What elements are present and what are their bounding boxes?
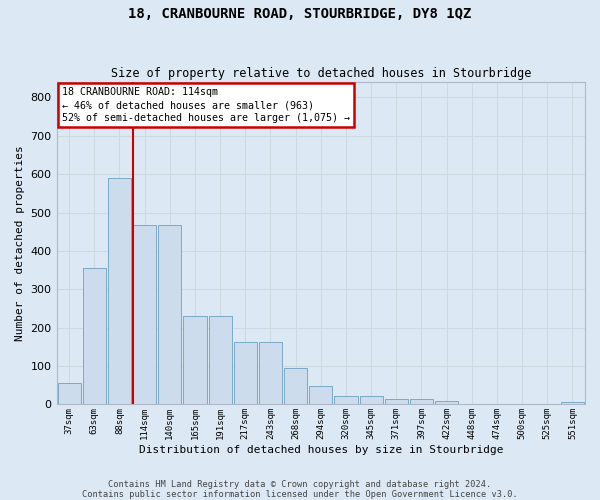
Bar: [259, 342, 282, 404]
Bar: [435, 400, 458, 404]
Bar: [234, 342, 257, 404]
Bar: [108, 178, 131, 404]
Bar: [410, 398, 433, 404]
Bar: [359, 396, 383, 404]
Bar: [58, 382, 80, 404]
X-axis label: Distribution of detached houses by size in Stourbridge: Distribution of detached houses by size …: [139, 445, 503, 455]
Text: 18 CRANBOURNE ROAD: 114sqm
← 46% of detached houses are smaller (963)
52% of sem: 18 CRANBOURNE ROAD: 114sqm ← 46% of deta…: [62, 87, 350, 124]
Y-axis label: Number of detached properties: Number of detached properties: [15, 146, 25, 341]
Text: 18, CRANBOURNE ROAD, STOURBRIDGE, DY8 1QZ: 18, CRANBOURNE ROAD, STOURBRIDGE, DY8 1Q…: [128, 8, 472, 22]
Bar: [561, 402, 584, 404]
Bar: [133, 225, 156, 404]
Bar: [158, 225, 181, 404]
Bar: [209, 316, 232, 404]
Bar: [284, 368, 307, 405]
Bar: [334, 396, 358, 404]
Title: Size of property relative to detached houses in Stourbridge: Size of property relative to detached ho…: [110, 66, 531, 80]
Bar: [83, 268, 106, 404]
Bar: [184, 316, 206, 404]
Bar: [385, 398, 408, 404]
Bar: [309, 386, 332, 404]
Text: Contains HM Land Registry data © Crown copyright and database right 2024.
Contai: Contains HM Land Registry data © Crown c…: [82, 480, 518, 499]
